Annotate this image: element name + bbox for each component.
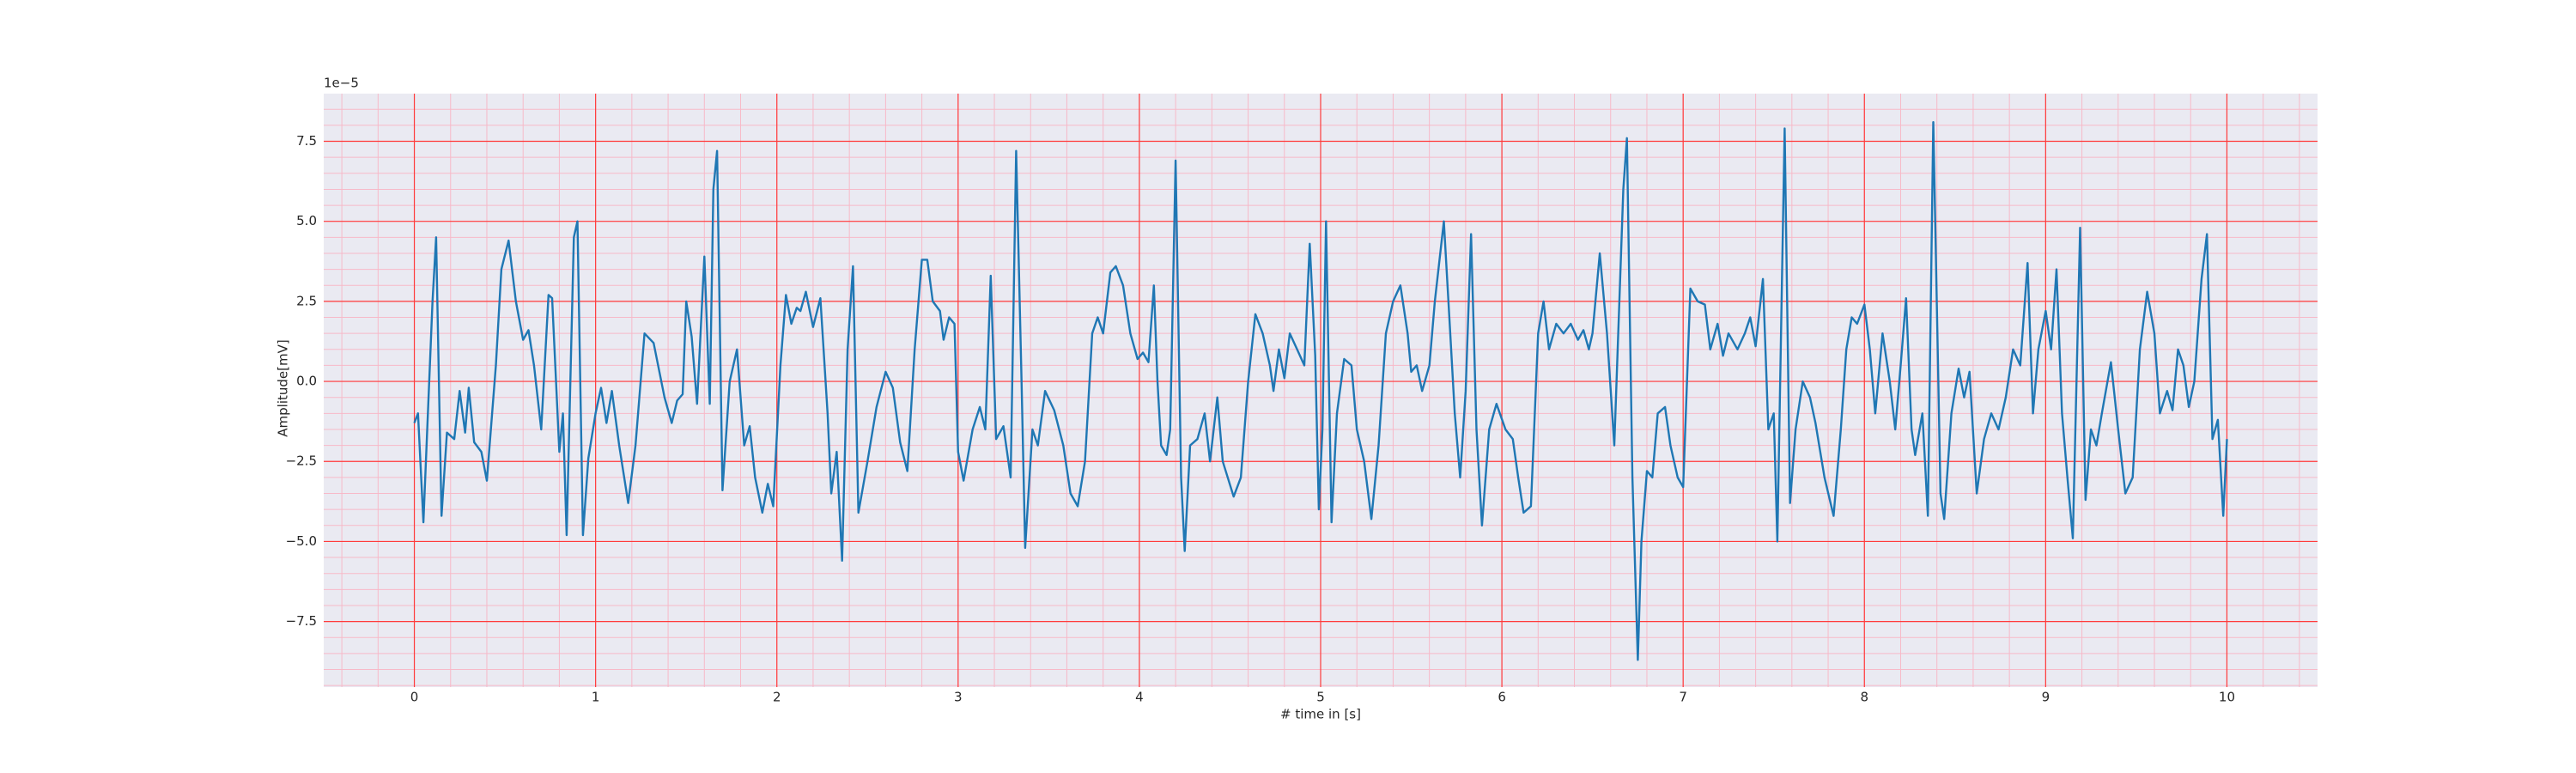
x-axis-label: # time in [s] xyxy=(1280,707,1361,722)
y-tick-label: −7.5 xyxy=(286,613,317,629)
x-tick-label: 8 xyxy=(1860,690,1868,705)
x-tick-label: 4 xyxy=(1135,690,1144,705)
x-tick-label: 9 xyxy=(2042,690,2050,705)
y-offset-label: 1e−5 xyxy=(324,76,359,91)
y-tick-label: −5.0 xyxy=(286,533,317,549)
x-tick-label: 3 xyxy=(954,690,963,705)
y-tick-label: 5.0 xyxy=(296,213,317,228)
y-axis-label: Amplitude[mV] xyxy=(276,339,291,436)
y-tick-label: 0.0 xyxy=(296,374,317,389)
x-tick-label: 10 xyxy=(2219,690,2235,705)
y-tick-label: 2.5 xyxy=(296,293,317,308)
x-tick-label: 6 xyxy=(1498,690,1506,705)
y-tick-label: −2.5 xyxy=(286,453,317,469)
x-tick-label: 5 xyxy=(1316,690,1325,705)
x-tick-label: 1 xyxy=(592,690,600,705)
x-tick-label: 2 xyxy=(773,690,781,705)
x-tick-label: 0 xyxy=(410,690,419,705)
x-tick-label: 7 xyxy=(1679,690,1687,705)
plot-area xyxy=(324,94,2318,687)
y-tick-label: 7.5 xyxy=(296,133,317,149)
signal-line xyxy=(413,121,2228,661)
